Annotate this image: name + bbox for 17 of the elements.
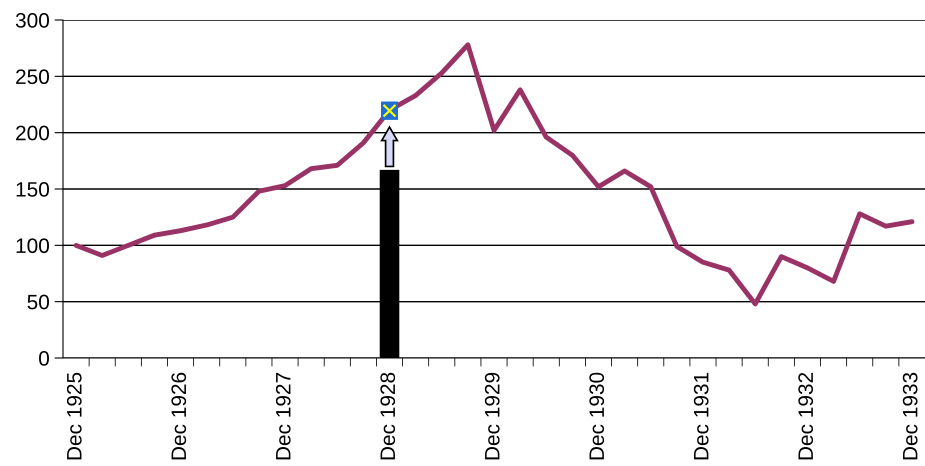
y-tick-label: 0 xyxy=(39,351,49,366)
x-tick-label: Dec 1930 xyxy=(589,372,604,460)
x-tick-label: Dec 1931 xyxy=(694,372,709,460)
x-tick-label: Dec 1932 xyxy=(798,372,814,460)
x-tick-label: Dec 1925 xyxy=(66,372,82,460)
x-tick-label: Dec 1926 xyxy=(171,372,186,460)
y-tick-label: 200 xyxy=(16,126,49,140)
y-tick-label: 100 xyxy=(16,238,49,254)
y-tick-label: 300 xyxy=(16,13,49,28)
x-tick-label: Dec 1927 xyxy=(276,372,291,460)
y-tick-label: 50 xyxy=(27,294,49,310)
x-tick-label: Dec 1929 xyxy=(484,372,500,460)
line-series xyxy=(74,42,914,306)
x-tick-label: Dec 1928 xyxy=(380,372,396,460)
y-tick-label: 250 xyxy=(16,69,49,84)
x-tick-label: Dec 1933 xyxy=(902,372,918,460)
y-tick-label: 150 xyxy=(16,182,49,197)
